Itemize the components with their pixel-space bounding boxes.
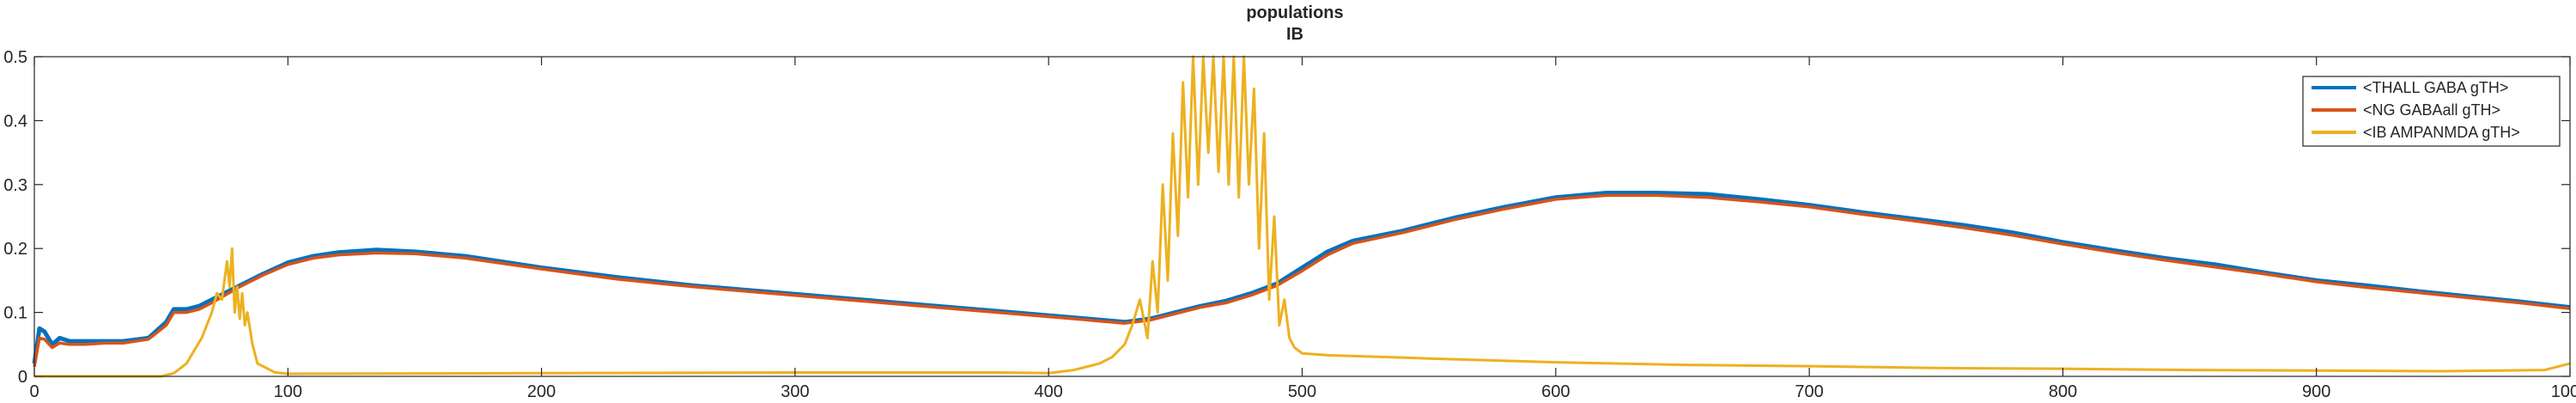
y-tick-label: 0.1	[3, 304, 27, 323]
x-tick-label: 900	[2302, 382, 2330, 401]
x-tick-label: 600	[1541, 382, 1570, 401]
x-tick-label: 100	[274, 382, 302, 401]
axes-box	[33, 56, 2571, 377]
series-line-ng	[33, 193, 2571, 368]
x-tick-label: 200	[527, 382, 556, 401]
y-tick-label: 0.4	[3, 112, 27, 131]
series-line-thall	[32, 191, 2571, 364]
y-tick-label: 0.3	[3, 176, 27, 195]
legend: <THALL GABA gTH> <NG GABAall gTH> <IB AM…	[2302, 76, 2561, 147]
x-tick-label: 700	[1795, 382, 1823, 401]
y-tick-label: 0	[18, 368, 27, 387]
chart-subtitle: IB	[1286, 25, 1303, 44]
series-line-ib	[34, 55, 2571, 378]
legend-label-ib: <IB AMPANMDA gTH>	[2363, 124, 2520, 141]
legend-label-thall: <THALL GABA gTH>	[2363, 79, 2508, 96]
x-tick-label: 500	[1288, 382, 1316, 401]
legend-label-ng: <NG GABAall gTH>	[2363, 101, 2500, 119]
x-tick-label: 800	[2049, 382, 2077, 401]
chart-title: populations	[1246, 3, 1343, 22]
plot-lines	[32, 55, 2571, 378]
x-tick-label: 0	[29, 382, 39, 401]
x-tick-label: 300	[781, 382, 809, 401]
y-tick-label: 0.5	[3, 48, 27, 67]
x-tick-label: 400	[1035, 382, 1063, 401]
y-tick-label: 0.2	[3, 240, 27, 259]
